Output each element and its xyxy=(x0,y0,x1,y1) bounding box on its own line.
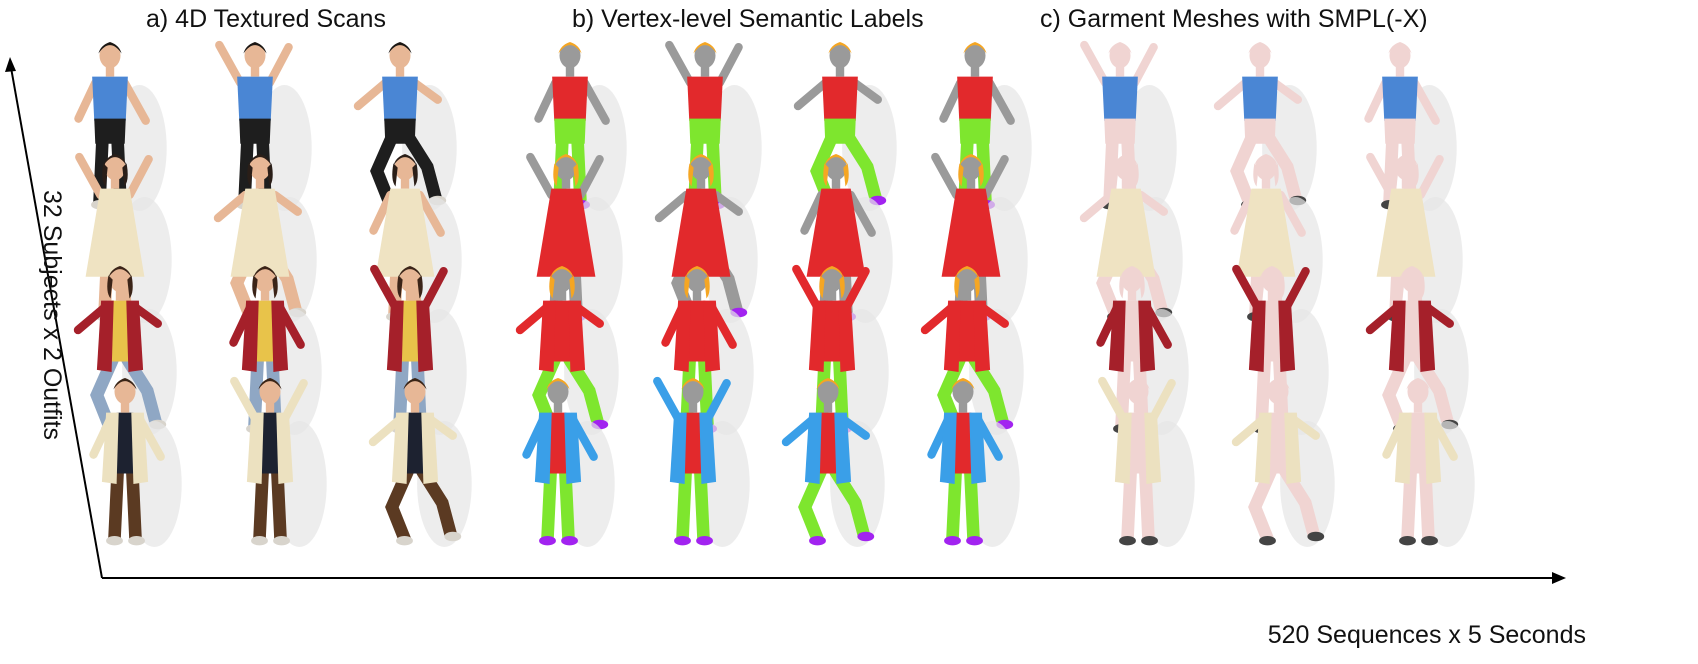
scan-figure-plaid-2 xyxy=(229,265,322,435)
label-figure-jacket-2 xyxy=(653,376,750,547)
label-figure-jacket-4 xyxy=(927,377,1020,547)
mesh-figure-jacket-3 xyxy=(1382,377,1475,547)
label-figure-dress-2 xyxy=(654,153,758,323)
label-figure-tshirt-2 xyxy=(665,40,762,211)
label-figure-tshirt-3 xyxy=(793,41,897,211)
scan-figure-jacket-1 xyxy=(89,377,182,547)
mesh-figure-tshirt-1 xyxy=(1080,40,1177,211)
y-axis-arrowhead xyxy=(5,57,16,72)
mesh-figure-jacket-2 xyxy=(1231,377,1335,547)
label-figure-plaid-4 xyxy=(920,265,1024,435)
x-axis-label: 520 Sequences x 5 Seconds xyxy=(1267,621,1586,649)
panel-a-title: a) 4D Textured Scans xyxy=(146,5,386,33)
mesh-figure-tshirt-2 xyxy=(1213,41,1317,211)
panel-a-textured-scans xyxy=(73,40,472,547)
panel-c-garment-meshes xyxy=(1079,40,1475,547)
scan-figure-jacket-3 xyxy=(368,377,472,547)
label-figure-dress-4 xyxy=(931,152,1028,323)
scan-figure-jacket-2 xyxy=(230,376,327,547)
x-axis-arrowhead xyxy=(1552,572,1566,584)
label-figure-jacket-3 xyxy=(781,377,885,547)
label-figure-jacket-1 xyxy=(522,377,615,547)
y-axis-line xyxy=(9,61,103,579)
panel-b-semantic-labels xyxy=(515,40,1032,547)
mesh-figure-plaid-3 xyxy=(1365,265,1469,435)
mesh-figure-jacket-1 xyxy=(1098,376,1195,547)
panel-b-title: b) Vertex-level Semantic Labels xyxy=(572,5,924,33)
panel-c-title: c) Garment Meshes with SMPL(-X) xyxy=(1040,5,1428,33)
scan-figure-tshirt-2 xyxy=(215,40,312,211)
